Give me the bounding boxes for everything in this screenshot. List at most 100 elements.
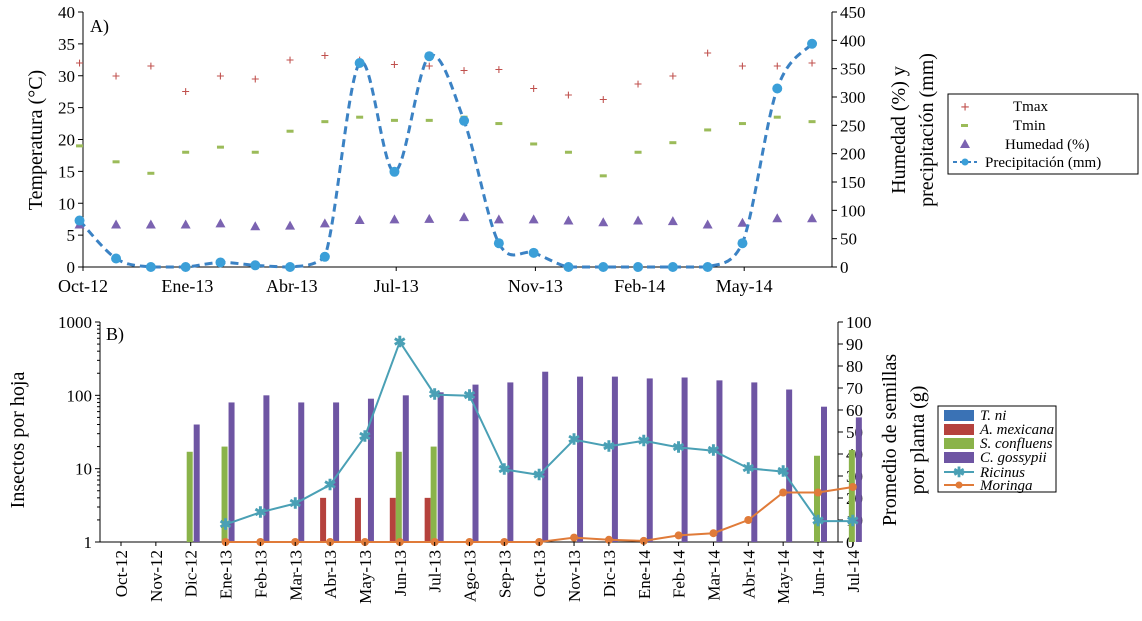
ricinus-point: ✱ xyxy=(777,465,790,481)
panel-b-xtick-label: Abr-14 xyxy=(739,550,758,599)
panel-b-xtick-label: Ago-13 xyxy=(461,550,480,602)
precipitation-point xyxy=(354,58,365,68)
bar-scon xyxy=(186,451,193,542)
moringa-point xyxy=(848,483,857,491)
legend-ricinus-label: Ricinus xyxy=(979,465,1025,481)
panel-a-y2tick-label: 250 xyxy=(840,116,866,135)
tmin-point xyxy=(390,118,398,122)
ricinus-point: ✱ xyxy=(428,388,441,404)
panel-a-y2tick-label: 300 xyxy=(840,88,866,107)
panel-b-xtick-label: Jun-13 xyxy=(391,550,410,596)
ricinus-point: ✱ xyxy=(219,517,232,533)
ricinus-point: ✱ xyxy=(463,389,476,405)
panel-a-ytick-label: 10 xyxy=(58,194,75,213)
bar-cgos xyxy=(367,398,374,542)
tmax-point: + xyxy=(669,69,678,85)
panel-b-xtick-label: Abr-13 xyxy=(321,550,340,599)
tmin-point xyxy=(321,120,329,124)
humidity-point xyxy=(772,213,783,223)
panel-a-xtick-label: Abr-13 xyxy=(266,276,318,296)
bar-amex xyxy=(424,497,431,542)
tmin-point xyxy=(76,144,84,148)
moringa-point xyxy=(814,488,822,497)
panel-a-y2tick-label: 0 xyxy=(840,258,849,277)
panel-a-ytick-label: 20 xyxy=(58,131,75,150)
ricinus-point: ✱ xyxy=(254,505,267,521)
tmin-point xyxy=(773,115,781,119)
humidity-point xyxy=(737,217,748,227)
panel-a-ytick-label: 35 xyxy=(58,35,75,54)
bar-cgos xyxy=(855,417,862,542)
tmax-point: + xyxy=(286,53,295,69)
humidity-point xyxy=(319,218,330,228)
precipitation-point xyxy=(285,262,296,272)
ricinus-point: ✱ xyxy=(568,433,581,449)
humidity-point xyxy=(702,219,713,229)
tmax-point: + xyxy=(251,72,260,88)
panel-b-xtick-label: Dic-13 xyxy=(600,550,619,597)
bar-cgos xyxy=(402,395,409,542)
tmin-point xyxy=(425,118,433,122)
legend-precipitation-marker xyxy=(961,158,969,166)
tmax-point: + xyxy=(181,85,190,101)
bar-scon xyxy=(221,446,228,542)
tmax-point: + xyxy=(738,59,747,75)
panel-b-ytick-label: 1 xyxy=(84,533,93,552)
bar-cgos xyxy=(472,384,479,542)
humidity-point xyxy=(633,215,644,225)
panel-a-xtick-label: Ene-13 xyxy=(161,276,213,296)
panel-a-ytick-label: 25 xyxy=(58,99,75,118)
bar-amex xyxy=(320,497,327,542)
humidity-point xyxy=(424,213,435,223)
humidity-point xyxy=(598,217,609,227)
bar-cgos xyxy=(263,395,270,542)
panel-b-y2tick-label: 80 xyxy=(846,357,863,376)
panel-a-xtick-label: May-14 xyxy=(716,276,773,296)
panel-b-y2tick-label: 100 xyxy=(846,313,872,332)
ricinus-point: ✱ xyxy=(847,514,860,530)
panel-a-y-axis-title: Temperatura (°C) xyxy=(25,70,47,210)
panel-b-xtick-label: May-14 xyxy=(774,550,793,604)
panel-b-xtick-label: Ene-14 xyxy=(635,550,654,600)
tmax-point: + xyxy=(75,56,84,72)
tmin-point xyxy=(251,150,259,154)
precipitation-point xyxy=(493,238,504,249)
bar-cgos xyxy=(646,378,653,542)
bar-cgos xyxy=(228,402,235,542)
panel-a-xtick-label: Oct-12 xyxy=(58,276,108,296)
ricinus-point: ✱ xyxy=(498,462,511,478)
tmin-point xyxy=(182,150,190,154)
ricinus-point: ✱ xyxy=(359,429,372,445)
panel-b-label: B) xyxy=(106,324,124,345)
legend-tni-label: T. ni xyxy=(980,408,1006,424)
panel-a-ytick-label: 0 xyxy=(67,258,76,277)
tmax-point: + xyxy=(634,77,643,93)
panel-a-ytick-label: 40 xyxy=(58,3,75,22)
humidity-point xyxy=(180,219,191,229)
tmax-point: + xyxy=(808,56,817,72)
legend-cgos-label: C. gossypii xyxy=(980,450,1047,466)
ric-line xyxy=(225,339,853,526)
tmax-point: + xyxy=(425,59,434,75)
tmax-point: + xyxy=(529,82,538,98)
bar-cgos xyxy=(542,371,549,542)
legend-cgos-swatch xyxy=(944,452,974,463)
panel-a-ytick-label: 15 xyxy=(58,162,75,181)
tmax-point: + xyxy=(112,69,121,85)
panel-b-xtick-label: May-13 xyxy=(356,550,375,604)
panel-b-xtick-label: Jul-13 xyxy=(426,550,445,593)
legend-moringa-marker xyxy=(955,481,963,489)
tmax-point: + xyxy=(495,62,504,78)
panel-b-ytick-label: 10 xyxy=(75,460,92,479)
panel-a-y2-axis-title-line2: precipitación (mm) xyxy=(916,53,938,207)
precipitation-point xyxy=(111,253,122,264)
tmin-point xyxy=(808,120,816,124)
moringa-point xyxy=(674,531,683,540)
moringa-point xyxy=(779,488,788,497)
panel-a-xtick-label: Feb-14 xyxy=(614,276,665,296)
tmin-point xyxy=(599,174,607,178)
moringa-point xyxy=(639,536,648,545)
legend-tmax-marker: + xyxy=(960,99,969,116)
panel-a-y2tick-label: 50 xyxy=(840,230,857,249)
